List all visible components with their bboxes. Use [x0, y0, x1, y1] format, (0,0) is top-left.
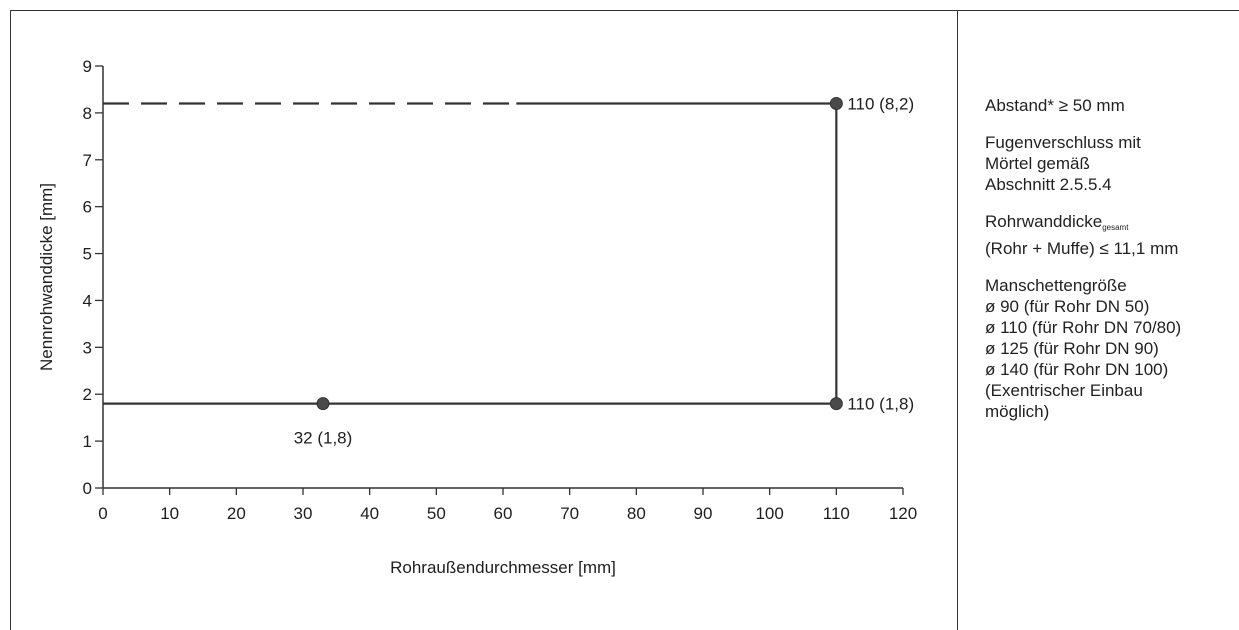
y-tick-label: 2: [83, 385, 92, 404]
note-rohrwand-line2: (Rohr + Muffe) ≤ 11,1 mm: [985, 239, 1179, 258]
note-manschetten-line: (Exentrischer Einbau: [985, 381, 1143, 400]
note-fugen-line: Fugenverschluss mit: [985, 133, 1141, 152]
y-tick-label: 7: [83, 151, 92, 170]
y-tick-label: 4: [83, 291, 92, 310]
data-point: [829, 97, 843, 111]
note-rohrwand-main: Rohrwanddicke: [985, 212, 1103, 231]
note-manschetten-line: möglich): [985, 402, 1050, 421]
x-tick-label: 60: [494, 504, 513, 523]
note-manschetten-line: ø 140 (für Rohr DN 100): [985, 360, 1169, 379]
note-manschetten: Manschettengröße ø 90 (für Rohr DN 50) ø…: [985, 275, 1235, 422]
note-fugenverschluss: Fugenverschluss mit Mörtel gemäß Abschni…: [985, 132, 1235, 195]
x-tick-label: 80: [627, 504, 646, 523]
x-tick-label: 0: [98, 504, 107, 523]
outer-frame: [10, 10, 1239, 630]
data-label: 110 (1,8): [847, 395, 914, 414]
data-point: [316, 397, 330, 411]
y-axis-title: Nennrohwanddicke [mm]: [37, 183, 56, 371]
panel-divider: [957, 10, 958, 630]
note-rohrwand-subscript: gesamt: [1102, 223, 1129, 232]
note-manschetten-line: ø 125 (für Rohr DN 90): [985, 339, 1159, 358]
note-rohrwand-title: Rohrwanddickegesamt: [985, 211, 1235, 238]
x-tick-label: 50: [427, 504, 446, 523]
x-axis-title: Rohraußendurchmesser [mm]: [390, 558, 616, 577]
data-point: [829, 397, 843, 411]
x-tick-label: 10: [160, 504, 179, 523]
y-tick-label: 9: [83, 57, 92, 76]
note-manschetten-line: Manschettengröße: [985, 276, 1127, 295]
y-tick-label: 0: [83, 479, 92, 498]
note-rohrwanddicke: Rohrwanddickegesamt (Rohr + Muffe) ≤ 11,…: [985, 211, 1235, 259]
y-tick-label: 8: [83, 104, 92, 123]
data-label: 110 (8,2): [847, 95, 914, 114]
x-tick-label: 100: [755, 504, 783, 523]
x-tick-label: 70: [560, 504, 579, 523]
data-label: 32 (1,8): [294, 429, 353, 448]
notes-panel: Abstand* ≥ 50 mm Fugenverschluss mit Mör…: [985, 95, 1235, 438]
x-tick-label: 120: [889, 504, 917, 523]
x-tick-label: 40: [360, 504, 379, 523]
note-abstand: Abstand* ≥ 50 mm: [985, 95, 1235, 116]
note-fugen-line: Mörtel gemäß: [985, 154, 1090, 173]
note-abstand-text: Abstand* ≥ 50 mm: [985, 96, 1125, 115]
y-tick-label: 3: [83, 338, 92, 357]
x-tick-label: 110: [823, 504, 850, 523]
x-tick-label: 20: [227, 504, 246, 523]
chart: 0 10 20 30 40 50 60 70 80 90 100 110 120 0 1 2 3 4 5 6 7 8 9 Ro…: [37, 57, 917, 577]
y-tick-label: 1: [83, 432, 92, 451]
note-manschetten-line: ø 110 (für Rohr DN 70/80): [985, 318, 1182, 337]
note-manschetten-line: ø 90 (für Rohr DN 50): [985, 297, 1150, 316]
y-tick-label: 6: [83, 198, 92, 217]
y-tick-label: 5: [83, 245, 92, 264]
x-tick-label: 90: [694, 504, 713, 523]
note-fugen-line: Abschnitt 2.5.5.4: [985, 175, 1112, 194]
x-tick-label: 30: [294, 504, 313, 523]
